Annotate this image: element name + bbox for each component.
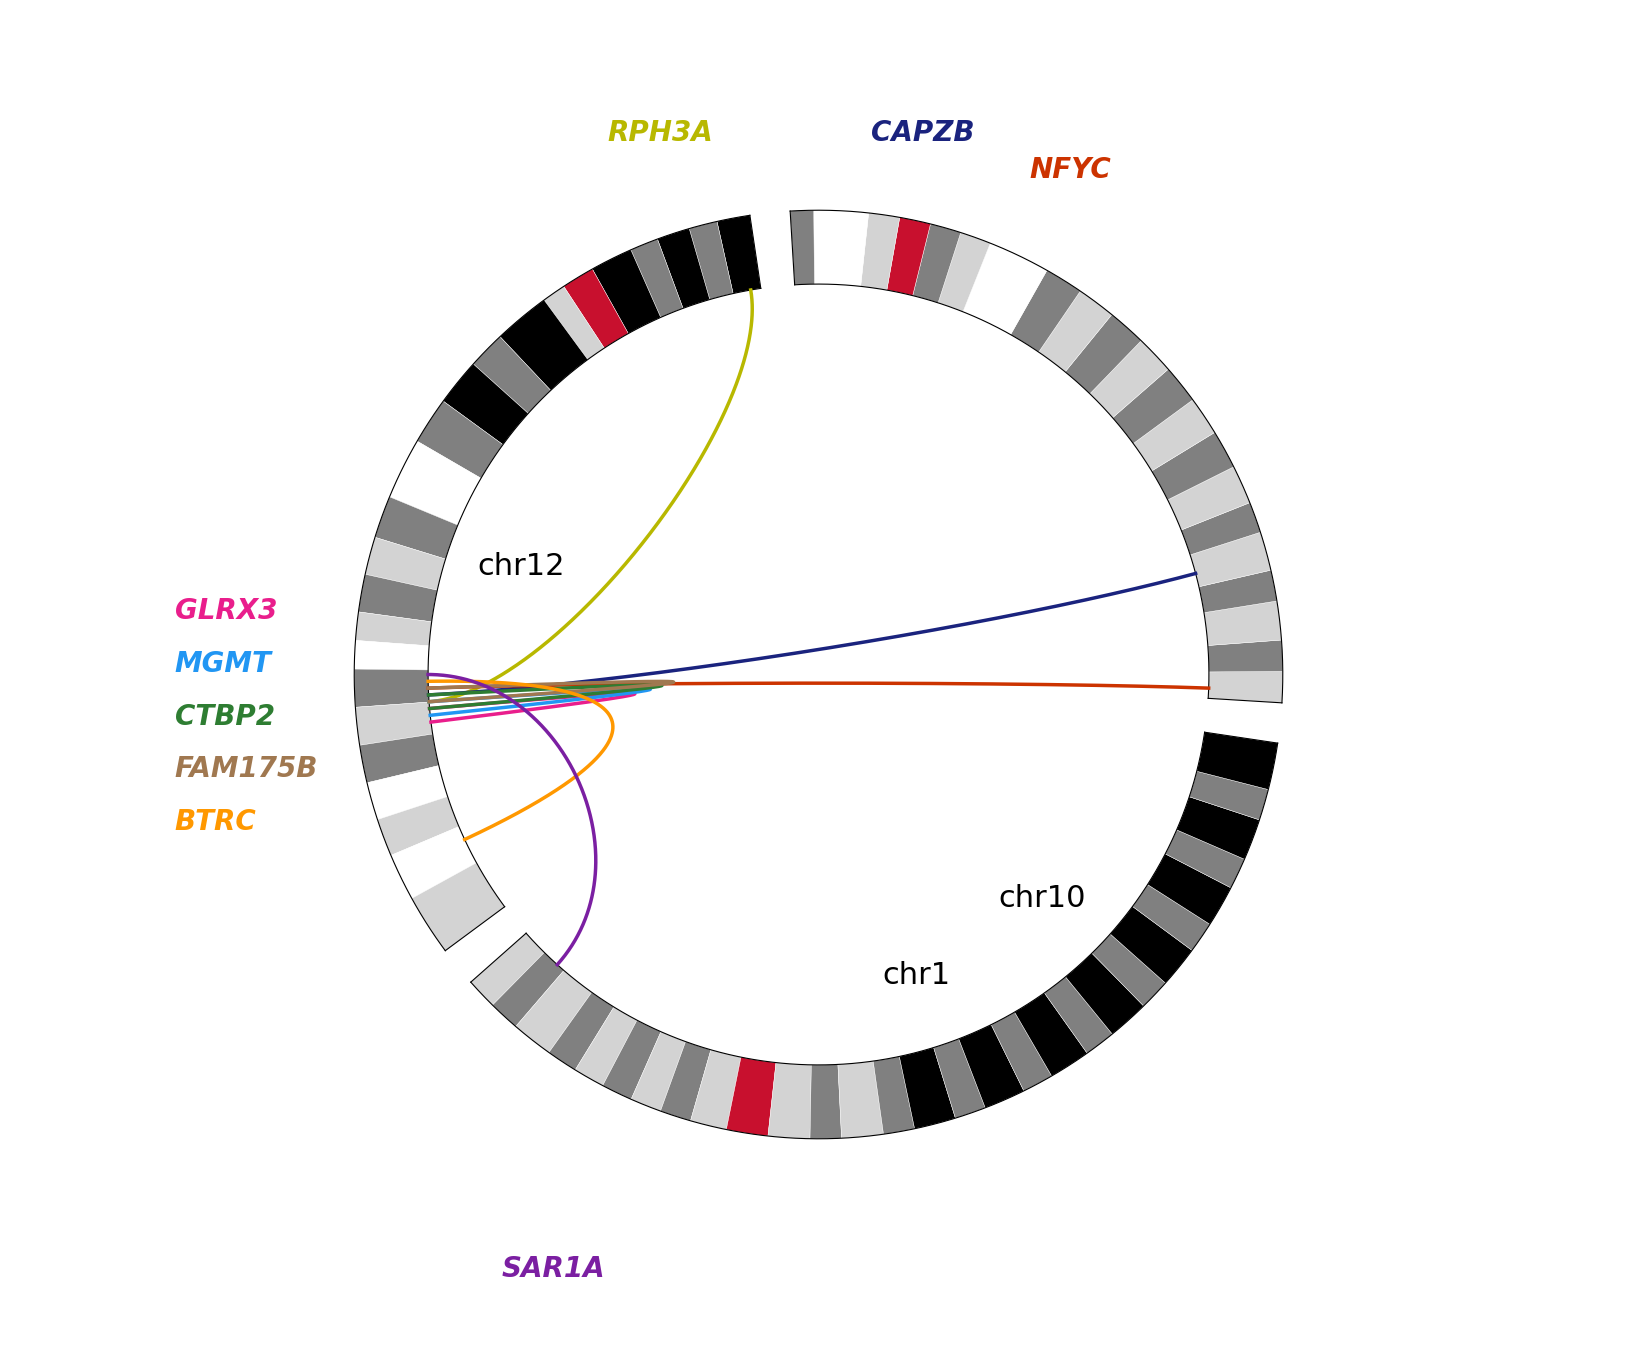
- Wedge shape: [1090, 341, 1169, 418]
- Wedge shape: [913, 224, 961, 302]
- Wedge shape: [367, 766, 447, 820]
- Text: BTRC: BTRC: [175, 808, 257, 836]
- Wedge shape: [838, 1062, 884, 1139]
- Wedge shape: [810, 1064, 841, 1139]
- Wedge shape: [375, 496, 458, 558]
- Wedge shape: [391, 827, 476, 898]
- Wedge shape: [516, 970, 593, 1052]
- Wedge shape: [1166, 830, 1244, 888]
- Wedge shape: [727, 1058, 776, 1136]
- Wedge shape: [378, 796, 458, 855]
- Wedge shape: [575, 1008, 637, 1086]
- Wedge shape: [1039, 291, 1112, 372]
- Text: MGMT: MGMT: [175, 650, 272, 679]
- Wedge shape: [768, 1063, 812, 1139]
- Wedge shape: [1177, 797, 1259, 859]
- Wedge shape: [933, 1039, 985, 1118]
- Wedge shape: [689, 221, 733, 299]
- Wedge shape: [660, 1041, 710, 1121]
- Wedge shape: [1133, 399, 1215, 471]
- Wedge shape: [417, 401, 503, 479]
- Wedge shape: [717, 216, 761, 294]
- Wedge shape: [990, 1012, 1051, 1091]
- Wedge shape: [1133, 885, 1210, 950]
- Wedge shape: [1110, 907, 1192, 983]
- Wedge shape: [791, 210, 815, 285]
- Text: CTBP2: CTBP2: [175, 703, 275, 731]
- Wedge shape: [355, 701, 432, 745]
- Wedge shape: [1182, 503, 1260, 554]
- Wedge shape: [814, 210, 869, 286]
- Wedge shape: [1152, 433, 1234, 500]
- Text: FAM175B: FAM175B: [175, 755, 318, 784]
- Text: GLRX3: GLRX3: [175, 598, 277, 625]
- Text: NFYC: NFYC: [1030, 156, 1112, 183]
- Wedge shape: [563, 268, 629, 348]
- Wedge shape: [873, 1056, 915, 1135]
- Wedge shape: [1208, 639, 1283, 672]
- Text: chr10: chr10: [999, 884, 1085, 913]
- Wedge shape: [413, 863, 504, 951]
- Wedge shape: [1190, 533, 1270, 587]
- Text: CAPZB: CAPZB: [871, 119, 974, 147]
- Wedge shape: [602, 1020, 661, 1099]
- Wedge shape: [1198, 571, 1277, 612]
- Wedge shape: [444, 364, 529, 445]
- Wedge shape: [1167, 467, 1249, 530]
- Wedge shape: [548, 993, 614, 1070]
- Wedge shape: [691, 1050, 742, 1129]
- Wedge shape: [1044, 977, 1112, 1054]
- Wedge shape: [1092, 934, 1166, 1006]
- Wedge shape: [887, 217, 930, 295]
- Wedge shape: [632, 1032, 686, 1112]
- Wedge shape: [1113, 370, 1193, 444]
- Wedge shape: [630, 239, 683, 317]
- Wedge shape: [959, 1025, 1023, 1108]
- Wedge shape: [1197, 733, 1278, 789]
- Wedge shape: [1190, 772, 1269, 820]
- Wedge shape: [360, 734, 439, 782]
- Wedge shape: [593, 250, 661, 333]
- Wedge shape: [355, 612, 432, 646]
- Wedge shape: [493, 952, 563, 1027]
- Wedge shape: [1010, 270, 1080, 352]
- Wedge shape: [938, 232, 990, 312]
- Wedge shape: [390, 441, 481, 525]
- Wedge shape: [543, 286, 604, 360]
- Wedge shape: [899, 1048, 956, 1129]
- Wedge shape: [471, 934, 545, 1005]
- Text: RPH3A: RPH3A: [607, 119, 714, 147]
- Text: SAR1A: SAR1A: [503, 1255, 606, 1283]
- Wedge shape: [1148, 854, 1231, 924]
- Wedge shape: [473, 337, 550, 413]
- Wedge shape: [354, 641, 429, 670]
- Wedge shape: [1208, 672, 1283, 703]
- Wedge shape: [359, 575, 437, 622]
- Wedge shape: [354, 669, 429, 707]
- Wedge shape: [365, 537, 445, 591]
- Wedge shape: [499, 299, 588, 390]
- Wedge shape: [1066, 314, 1141, 394]
- Wedge shape: [658, 228, 710, 309]
- Wedge shape: [1015, 993, 1087, 1077]
- Wedge shape: [861, 213, 900, 290]
- Wedge shape: [1066, 954, 1144, 1035]
- Wedge shape: [963, 243, 1048, 335]
- Text: chr12: chr12: [478, 552, 565, 580]
- Text: chr1: chr1: [882, 960, 951, 990]
- Wedge shape: [1203, 602, 1282, 646]
